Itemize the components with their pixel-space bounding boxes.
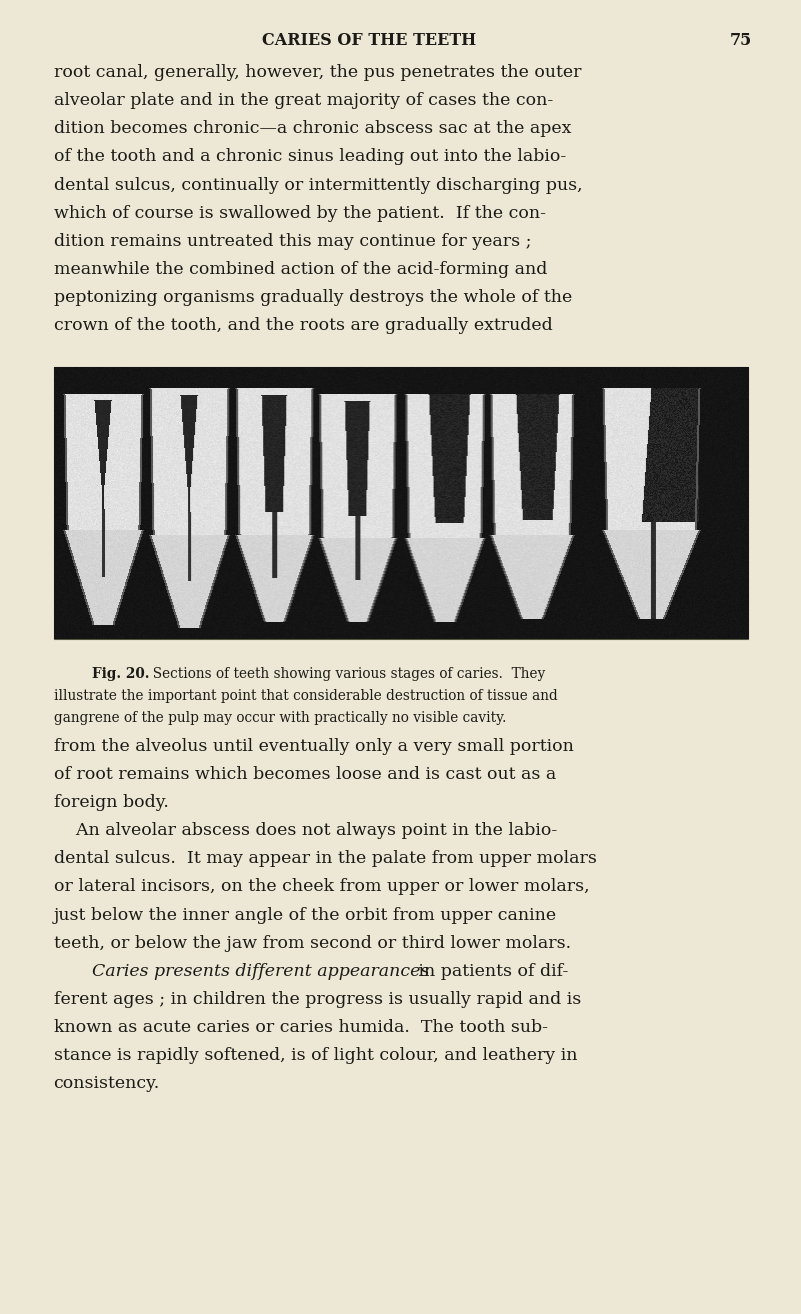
Text: alveolar plate and in the great majority of cases the con-: alveolar plate and in the great majority… xyxy=(54,92,553,109)
Text: illustrate the important point that considerable destruction of tissue and: illustrate the important point that cons… xyxy=(54,690,557,703)
Text: of the tooth and a chronic sinus leading out into the labio-: of the tooth and a chronic sinus leading… xyxy=(54,148,566,166)
Text: foreign body.: foreign body. xyxy=(54,794,168,811)
Text: ferent ages ; in children the progress is usually rapid and is: ferent ages ; in children the progress i… xyxy=(54,991,581,1008)
Text: teeth, or below the jaw from second or third lower molars.: teeth, or below the jaw from second or t… xyxy=(54,934,570,951)
Text: dition becomes chronic—a chronic abscess sac at the apex: dition becomes chronic—a chronic abscess… xyxy=(54,121,571,137)
Text: root canal, generally, however, the pus penetrates the outer: root canal, generally, however, the pus … xyxy=(54,64,581,81)
Bar xyxy=(54,367,748,639)
Text: 75: 75 xyxy=(730,32,752,49)
Text: CARIES OF THE TEETH: CARIES OF THE TEETH xyxy=(262,32,477,49)
Text: stance is rapidly softened, is of light colour, and leathery in: stance is rapidly softened, is of light … xyxy=(54,1047,577,1064)
Text: just below the inner angle of the orbit from upper canine: just below the inner angle of the orbit … xyxy=(54,907,557,924)
Text: meanwhile the combined action of the acid-forming and: meanwhile the combined action of the aci… xyxy=(54,261,547,277)
Text: dental sulcus.  It may appear in the palate from upper molars: dental sulcus. It may appear in the pala… xyxy=(54,850,597,867)
Text: of root remains which becomes loose and is cast out as a: of root remains which becomes loose and … xyxy=(54,766,556,783)
Text: in patients of dif-: in patients of dif- xyxy=(413,963,568,980)
Text: which of course is swallowed by the patient.  If the con-: which of course is swallowed by the pati… xyxy=(54,205,545,222)
Text: peptonizing organisms gradually destroys the whole of the: peptonizing organisms gradually destroys… xyxy=(54,289,572,306)
Text: dental sulcus, continually or intermittently discharging pus,: dental sulcus, continually or intermitte… xyxy=(54,176,582,193)
Text: from the alveolus until eventually only a very small portion: from the alveolus until eventually only … xyxy=(54,738,574,754)
Text: Caries presents different appearances: Caries presents different appearances xyxy=(91,963,429,980)
Text: Fig. 20.: Fig. 20. xyxy=(91,668,149,681)
Text: An alveolar abscess does not always point in the labio-: An alveolar abscess does not always poin… xyxy=(54,823,557,840)
Text: Sections of teeth showing various stages of caries.  They: Sections of teeth showing various stages… xyxy=(143,668,545,681)
Text: dition remains untreated this may continue for years ;: dition remains untreated this may contin… xyxy=(54,233,531,250)
Text: gangrene of the pulp may occur with practically no visible cavity.: gangrene of the pulp may occur with prac… xyxy=(54,711,506,725)
Text: or lateral incisors, on the cheek from upper or lower molars,: or lateral incisors, on the cheek from u… xyxy=(54,879,589,895)
Text: crown of the tooth, and the roots are gradually extruded: crown of the tooth, and the roots are gr… xyxy=(54,317,552,334)
Text: consistency.: consistency. xyxy=(54,1075,159,1092)
Text: known as acute caries or caries humida.  The tooth sub-: known as acute caries or caries humida. … xyxy=(54,1020,548,1037)
